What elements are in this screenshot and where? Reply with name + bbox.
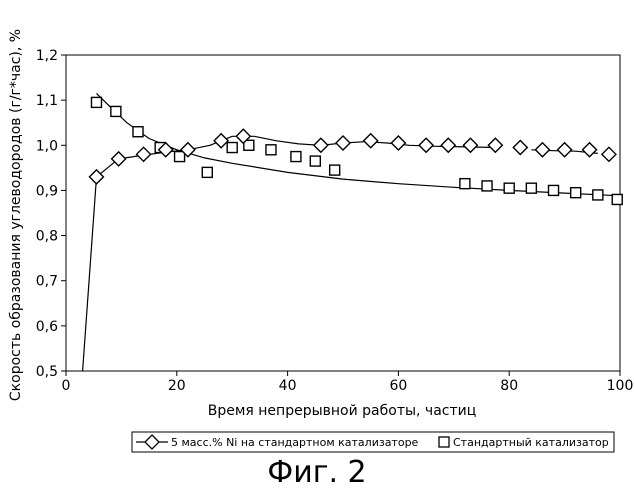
series-1-point [137, 147, 151, 161]
y-tick-label: 0,8 [36, 229, 58, 245]
series-2-point [612, 194, 622, 204]
legend-series-2-label: Стандартный катализатор [453, 436, 609, 449]
x-tick-label: 100 [607, 378, 634, 394]
series-1-point [513, 141, 527, 155]
y-tick-label: 0,9 [36, 183, 58, 199]
series-2-point [202, 167, 212, 177]
series-2-point [330, 165, 340, 175]
series-1-point [488, 138, 502, 152]
legend-series-2-square [439, 437, 449, 447]
legend-series-1-label: 5 масс.% Ni на стандартном катализаторе [171, 436, 419, 449]
series-2-point [291, 152, 301, 162]
y-axis-label: Скорость образования углеводородов (г/г*… [8, 29, 24, 401]
series-1-point [441, 138, 455, 152]
series-2-point [227, 143, 237, 153]
x-tick-label: 80 [500, 378, 518, 394]
legend: 5 масс.% Ni на стандартном катализаторе … [132, 432, 614, 452]
x-tick-label: 40 [279, 378, 297, 394]
series-1-point [314, 138, 328, 152]
series-1-point [89, 170, 103, 184]
x-tick-label: 60 [389, 378, 407, 394]
x-tick-label: 20 [168, 378, 186, 394]
series-1-point [214, 134, 228, 148]
x-tick-label: 0 [62, 378, 71, 394]
series-1-point [364, 134, 378, 148]
series-2-point [482, 181, 492, 191]
series-2-point [175, 152, 185, 162]
series-1-point [391, 136, 405, 150]
chart-markers [89, 97, 622, 204]
series-1-point [112, 152, 126, 166]
series-1-point [558, 143, 572, 157]
figure-caption: Фиг. 2 [0, 455, 634, 490]
y-tick-label: 1,0 [36, 138, 58, 154]
series-2-point [133, 127, 143, 137]
chart-fit-lines [83, 93, 620, 371]
series-1-point [583, 143, 597, 157]
series-1-point [463, 138, 477, 152]
y-tick-label: 0,7 [36, 274, 58, 290]
series-2-point [91, 97, 101, 107]
series-2-point [593, 190, 603, 200]
chart-ticks: 0,5 0,6 0,7 0,8 0,9 1,0 1,1 1,2 0 20 40 60 80 100 [36, 48, 634, 394]
series-2-point [111, 106, 121, 116]
series-1-point [602, 147, 616, 161]
series-2-point [504, 183, 514, 193]
series-2-point [266, 145, 276, 155]
series-2-point [460, 179, 470, 189]
y-tick-label: 0,6 [36, 319, 58, 335]
series-2-point [310, 156, 320, 166]
plot-frame [66, 55, 620, 371]
series-1-point [419, 138, 433, 152]
y-tick-label: 1,2 [36, 48, 58, 64]
series-2-point [571, 188, 581, 198]
chart-axes [66, 55, 620, 371]
series-2-point [526, 183, 536, 193]
series-1-point [535, 143, 549, 157]
y-tick-label: 0,5 [36, 364, 58, 380]
y-tick-label: 1,1 [36, 93, 58, 109]
series-1-point [336, 136, 350, 150]
x-axis-label: Время непрерывной работы, частиц [208, 403, 477, 419]
series-2-point [549, 185, 559, 195]
series-1-fit-line [83, 136, 499, 371]
